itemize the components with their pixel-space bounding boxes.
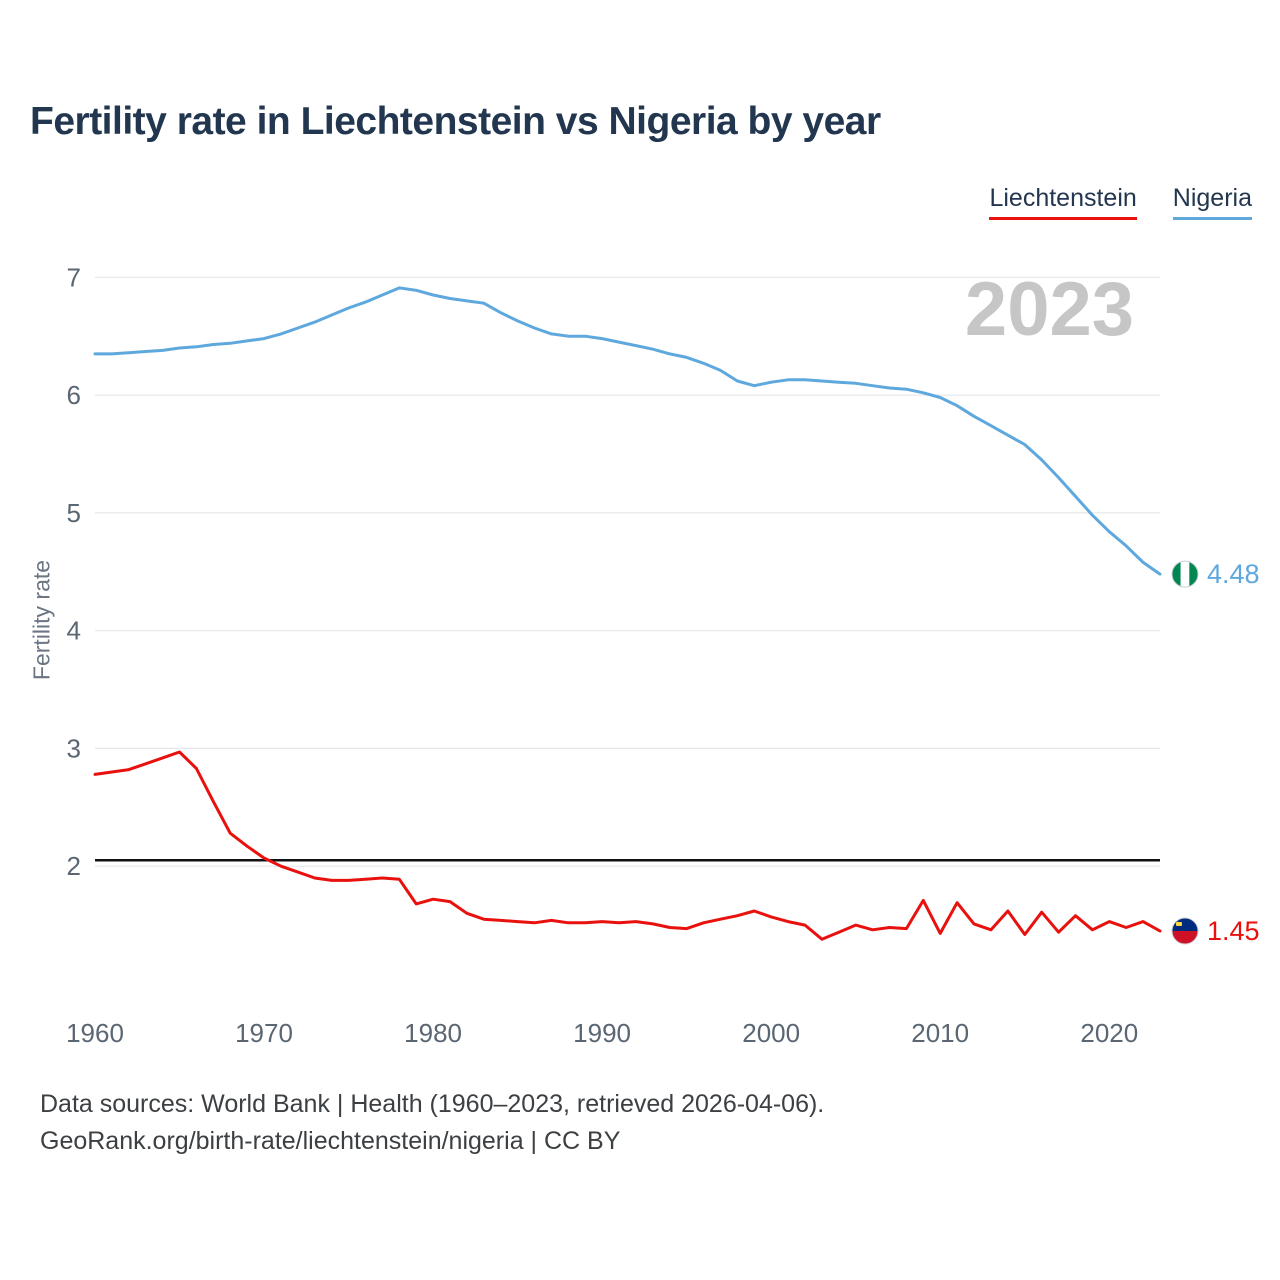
y-tick-label: 3 <box>67 733 81 763</box>
y-tick-label: 4 <box>67 616 81 646</box>
footer-link: GeoRank.org/birth-rate/liechtenstein/nig… <box>40 1127 621 1155</box>
legend: Liechtenstein Nigeria <box>989 184 1252 220</box>
crown-icon <box>1176 922 1182 926</box>
end-value-nigeria: 4.48 <box>1207 559 1260 589</box>
end-value-liechtenstein: 1.45 <box>1207 916 1260 946</box>
liechtenstein-flag-icon <box>1171 917 1199 945</box>
x-tick-label: 1980 <box>404 1018 462 1048</box>
series-line-liechtenstein <box>93 750 1162 941</box>
y-axis-title: Fertility rate <box>28 559 55 681</box>
legend-item-nigeria[interactable]: Nigeria <box>1172 184 1252 220</box>
x-tick-label: 1970 <box>235 1018 293 1048</box>
x-tick-label: 2000 <box>742 1018 800 1048</box>
year-watermark: 2023 <box>964 267 1134 352</box>
x-tick-label: 1960 <box>66 1018 124 1048</box>
x-tick-label: 1990 <box>573 1018 631 1048</box>
footer: Data sources: World Bank | Health (1960–… <box>40 1086 824 1160</box>
x-tick-label: 2020 <box>1080 1018 1138 1048</box>
y-tick-label: 7 <box>67 262 81 292</box>
legend-item-liechtenstein[interactable]: Liechtenstein <box>989 184 1137 220</box>
nigeria-flag-icon <box>1171 560 1199 588</box>
x-tick-label: 2010 <box>911 1018 969 1048</box>
chart-title: Fertility rate in Liechtenstein vs Niger… <box>30 100 881 143</box>
y-tick-label: 6 <box>67 380 81 410</box>
y-tick-label: 5 <box>67 498 81 528</box>
footer-sources: Data sources: World Bank | Health (1960–… <box>40 1090 825 1118</box>
y-tick-label: 2 <box>67 851 81 881</box>
